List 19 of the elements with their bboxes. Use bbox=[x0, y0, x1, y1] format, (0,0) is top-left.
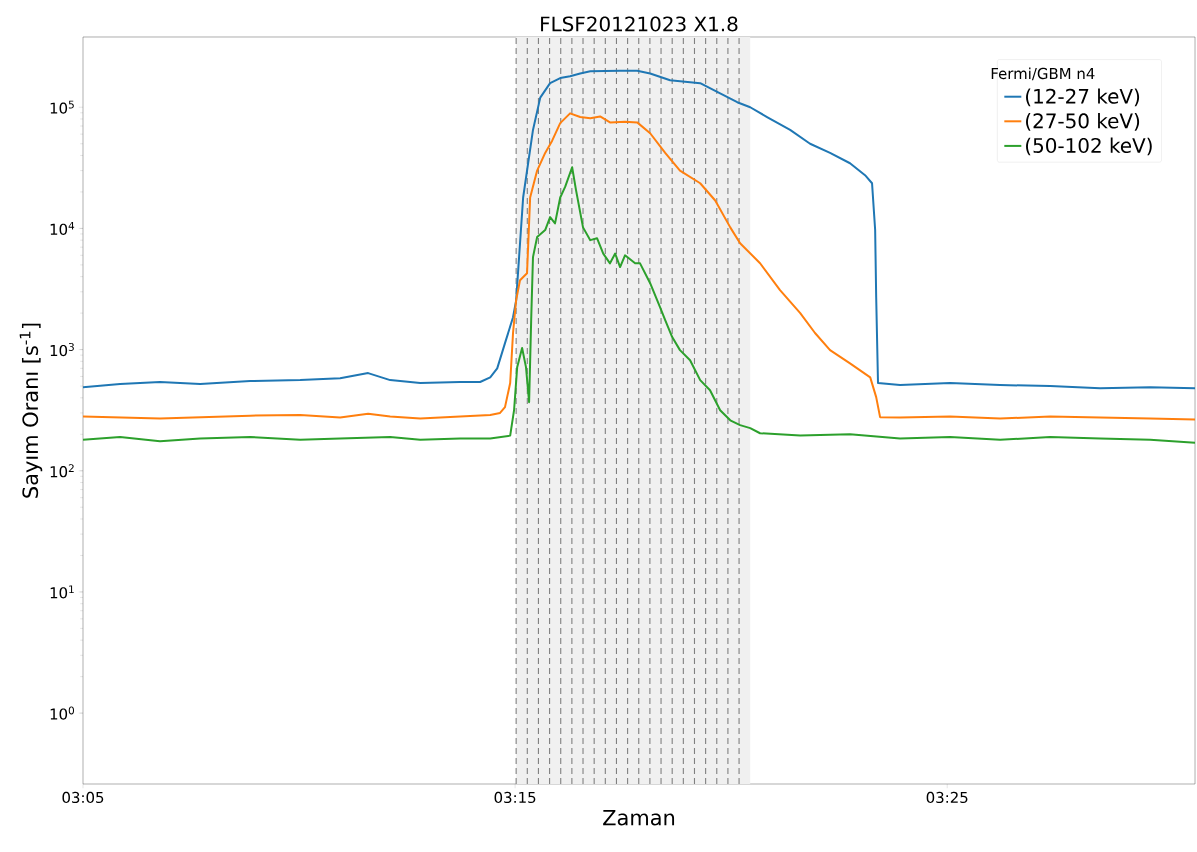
y-tick-label: 10$^{0}$ bbox=[50, 706, 75, 720]
y-tick-label: 10$^{4}$ bbox=[50, 221, 75, 235]
y-tick-label: 10$^{5}$ bbox=[50, 100, 74, 114]
legend-label: (12-27 keV) bbox=[1026, 88, 1140, 107]
line-series bbox=[83, 166, 1196, 444]
line-series bbox=[83, 69, 1196, 390]
y-axis-title: Sayım Oranı [s$^{-1}$] bbox=[19, 323, 43, 498]
x-tick-label: 03:25 bbox=[926, 791, 968, 804]
chart-title: FLSF20121023 X1.8 bbox=[541, 16, 738, 32]
x-axis-title: Zaman bbox=[603, 809, 675, 826]
line-series bbox=[83, 112, 1196, 421]
y-tick-label: 10$^{1}$ bbox=[50, 585, 74, 599]
x-tick-label: 03:05 bbox=[62, 791, 104, 804]
y-tick-label: 10$^{3}$ bbox=[50, 343, 74, 357]
legend-label: (27-50 keV) bbox=[1026, 112, 1140, 131]
y-tick-label: 10$^{2}$ bbox=[50, 464, 74, 478]
legend-title: Fermi/GBM n4 bbox=[991, 67, 1095, 81]
legend-label: (50-102 keV) bbox=[1026, 137, 1152, 156]
x-tick-label: 03:15 bbox=[494, 791, 536, 804]
